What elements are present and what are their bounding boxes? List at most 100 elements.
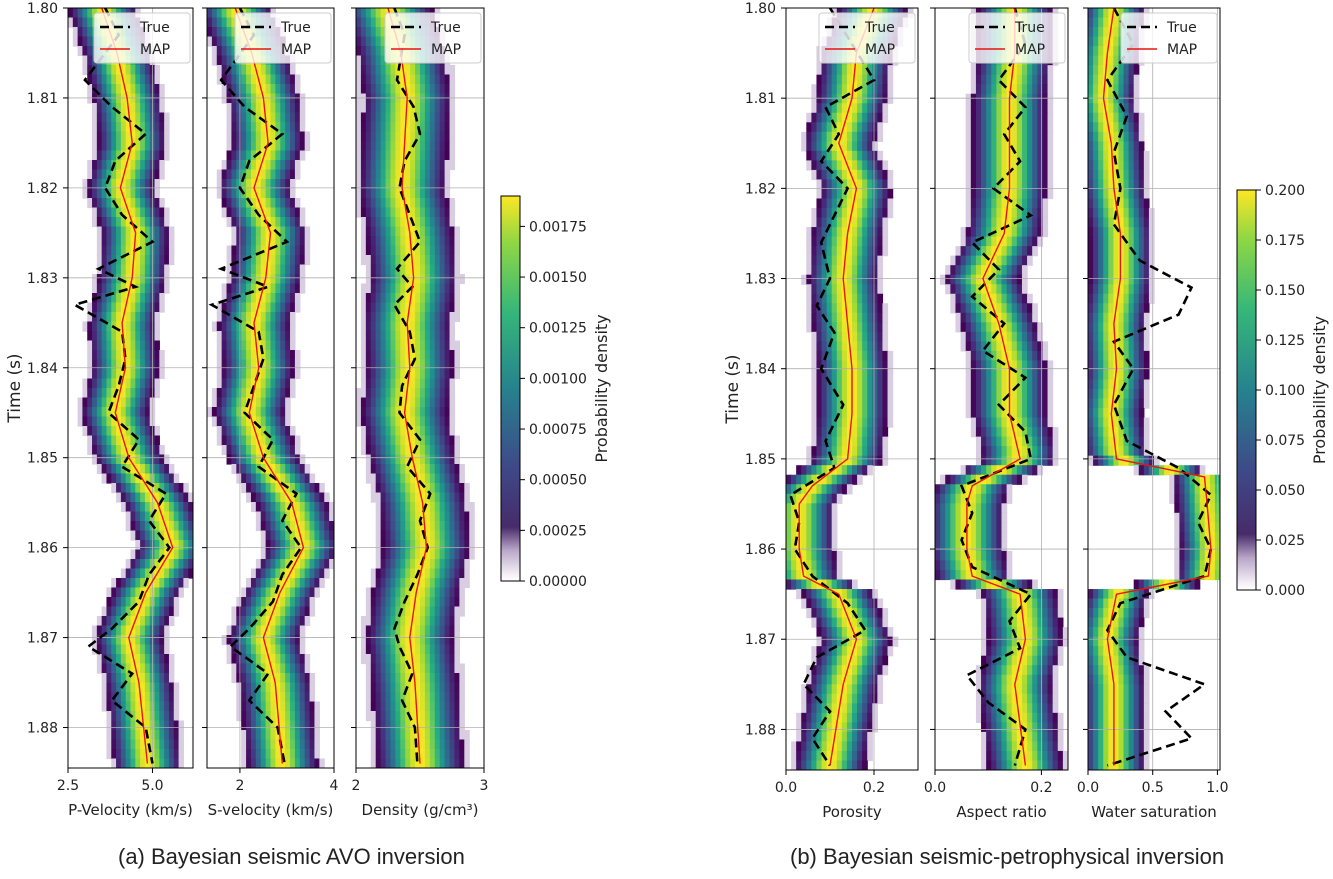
- density-cell: [290, 739, 296, 750]
- density-cell: [241, 758, 247, 768]
- density-cell: [877, 417, 884, 428]
- density-cell: [116, 226, 122, 237]
- density-cell: [270, 84, 276, 95]
- density-cell: [130, 492, 136, 503]
- density-cell: [168, 473, 175, 484]
- density-cell: [400, 749, 406, 760]
- density-cell: [415, 302, 421, 313]
- density-cell: [130, 340, 136, 351]
- density-cell: [178, 511, 184, 522]
- density-cell: [852, 408, 858, 419]
- density-cell: [846, 398, 853, 409]
- density-cell: [831, 93, 838, 104]
- density-cell: [173, 521, 180, 532]
- density-cell: [365, 340, 372, 351]
- density-cell: [439, 340, 446, 351]
- density-cell: [280, 131, 286, 142]
- density-cell: [375, 692, 382, 703]
- density-cell: [270, 758, 276, 768]
- density-cell: [415, 169, 421, 180]
- density-cell: [260, 236, 267, 247]
- density-cell: [125, 758, 132, 768]
- density-cell: [164, 454, 170, 465]
- density-cell: [285, 340, 291, 351]
- density-cell: [231, 654, 237, 665]
- density-cell: [116, 426, 122, 437]
- density-cell: [395, 511, 401, 522]
- density-cell: [444, 739, 451, 750]
- density-cell: [420, 388, 426, 399]
- density-cell: [857, 169, 863, 181]
- density-cell: [294, 236, 301, 247]
- density-cell: [434, 511, 441, 522]
- density-cell: [111, 397, 117, 408]
- density-cell: [236, 226, 242, 237]
- density-cell: [290, 435, 296, 446]
- density-cell: [846, 303, 853, 314]
- density-cell: [424, 217, 431, 228]
- density-cell: [111, 701, 117, 712]
- density-cell: [420, 169, 426, 180]
- density-cell: [852, 93, 858, 104]
- density-cell: [241, 112, 247, 123]
- density-cell: [154, 502, 160, 513]
- density-cell: [101, 654, 108, 665]
- density-cell: [410, 350, 416, 361]
- density-cell: [429, 407, 436, 418]
- density-cell: [370, 65, 377, 76]
- density-cell: [434, 426, 441, 437]
- density-cell: [294, 464, 301, 475]
- density-cell: [275, 207, 281, 218]
- density-cell: [290, 454, 296, 465]
- density-cell: [120, 616, 127, 627]
- density-cell: [360, 27, 367, 38]
- colorbar-tick-label: 0.00175: [529, 219, 587, 235]
- density-cell: [454, 445, 460, 456]
- density-cell: [309, 682, 316, 693]
- density-cell: [92, 122, 98, 133]
- density-cell: [140, 103, 146, 114]
- density-cell: [400, 739, 406, 750]
- density-cell: [410, 549, 416, 560]
- density-cell: [207, 8, 213, 19]
- density-cell: [173, 606, 180, 617]
- density-cell: [385, 141, 392, 152]
- density-cell: [439, 587, 446, 598]
- density-cell: [294, 169, 301, 180]
- density-cell: [116, 74, 122, 85]
- density-cell: [168, 502, 175, 513]
- density-cell: [390, 435, 396, 446]
- density-cell: [231, 283, 237, 294]
- density-cell: [82, 397, 88, 408]
- density-cell: [826, 360, 833, 371]
- density-cell: [140, 207, 146, 218]
- density-cell: [390, 179, 396, 190]
- density-cell: [329, 521, 334, 532]
- density-cell: [444, 179, 451, 190]
- density-cell: [410, 511, 416, 522]
- density-cell: [375, 141, 382, 152]
- density-cell: [260, 540, 267, 551]
- density-cell: [380, 426, 387, 437]
- density-cell: [285, 245, 291, 256]
- density-cell: [265, 749, 272, 760]
- density-cell: [92, 141, 98, 152]
- density-cell: [275, 644, 281, 655]
- density-cell: [164, 663, 170, 674]
- density-cell: [216, 55, 223, 66]
- density-cell: [275, 198, 281, 209]
- density-cell: [370, 55, 377, 66]
- density-cell: [285, 426, 291, 437]
- density-cell: [250, 568, 257, 579]
- density-cell: [135, 274, 141, 285]
- density-cell: [424, 483, 431, 494]
- density-cell: [221, 65, 228, 76]
- density-cell: [329, 511, 334, 522]
- density-cell: [159, 568, 165, 579]
- density-cell: [250, 141, 257, 152]
- density-cell: [459, 730, 465, 741]
- density-cell: [154, 112, 160, 123]
- density-cell: [135, 112, 141, 123]
- density-cell: [356, 388, 362, 399]
